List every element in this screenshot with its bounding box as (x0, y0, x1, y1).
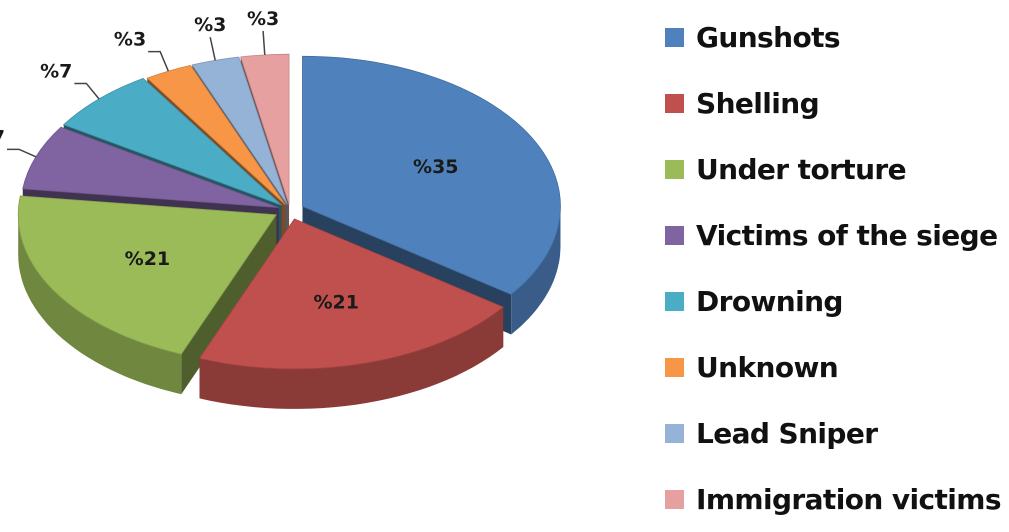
legend-label: Under torture (696, 152, 907, 186)
legend-swatch (665, 423, 684, 443)
pie-chart: %35 %21 %21 %7 %7 %3 %3 %3 (0, 8, 561, 409)
legend-label: Victims of the siege (696, 218, 998, 252)
slice-top (198, 218, 504, 370)
legend-item-under-torture: Under torture (665, 136, 1009, 202)
leader-line (262, 30, 266, 55)
legend-swatch (665, 357, 684, 377)
slice-top (191, 56, 288, 205)
legend-item-drowning: Drowning (665, 268, 1009, 334)
slice-rim (199, 307, 504, 409)
pie-value-labels: %35 %21 %21 %7 %7 %3 %3 %3 (0, 8, 459, 314)
pie-value-label: %7 (0, 126, 5, 148)
legend-item-immigration-victims: Immigration victims (665, 466, 1009, 532)
leader-line (7, 148, 37, 158)
leader-line (209, 37, 216, 61)
legend-label: Lead Sniper (696, 416, 878, 450)
legend-swatch (665, 225, 684, 245)
legend-label: Shelling (696, 86, 820, 120)
legend-item-gunshots: Gunshots (665, 4, 1009, 70)
legend-label: Immigration victims (696, 482, 1001, 516)
pie-slice (198, 218, 504, 409)
legend-item-shelling: Shelling (665, 70, 1009, 136)
legend-swatch (665, 159, 684, 179)
legend-label: Drowning (696, 284, 843, 318)
pie-value-label: %3 (194, 14, 226, 36)
pie-value-label: %3 (247, 8, 279, 30)
pie-value-label: %7 (40, 60, 72, 82)
legend-label: Gunshots (696, 20, 841, 54)
leader-line (148, 50, 170, 72)
legend-swatch (665, 291, 684, 311)
legend-label: Unknown (696, 350, 839, 384)
legend-swatch (665, 489, 684, 509)
slice-top (62, 77, 282, 206)
slice-rim (18, 214, 182, 395)
pie-value-label: %21 (125, 248, 170, 270)
legend-item-unknown: Unknown (665, 334, 1009, 400)
slice-top (240, 53, 290, 205)
pie-value-label: %35 (413, 156, 458, 178)
slice-side (181, 214, 277, 395)
legend-item-lead-sniper: Lead Sniper (665, 400, 1009, 466)
pie-slices (17, 53, 561, 409)
legend-swatch (665, 93, 684, 113)
slice-top (17, 195, 277, 355)
pie-value-label: %21 (313, 292, 358, 314)
pie-value-label: %3 (114, 29, 146, 51)
legend-item-victims-of-the-siege: Victims of the siege (665, 202, 1009, 268)
slice-top (22, 126, 279, 209)
slice-top (302, 55, 561, 295)
leader-line (74, 82, 100, 100)
pie-slice (17, 195, 277, 395)
chart-legend: Gunshots Shelling Under torture Victims … (665, 4, 1009, 532)
legend-swatch (665, 27, 684, 47)
slice-top (146, 64, 286, 206)
